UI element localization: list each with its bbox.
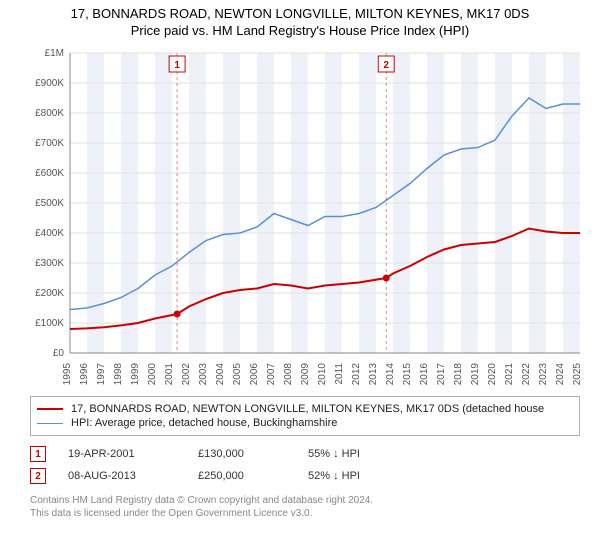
svg-text:2024: 2024 [555,363,566,386]
sale-price: £130,000 [198,448,308,460]
svg-text:2007: 2007 [266,363,277,386]
svg-text:1998: 1998 [113,363,124,386]
chart-area: £0 £100K £200K £300K £400K £500K £600K £700K £80… [30,48,590,388]
svg-text:2018: 2018 [453,363,464,386]
svg-text:£400K: £400K [35,228,64,239]
svg-text:1997: 1997 [96,363,107,386]
svg-text:£1M: £1M [45,48,64,59]
sale-marker-1: 1 [30,446,46,462]
svg-text:£300K: £300K [35,258,64,269]
sale-date: 19-APR-2001 [68,448,198,460]
legend-label-hpi: HPI: Average price, detached house, Buck… [71,417,337,429]
sale-pct-vs-hpi: 55% ↓ HPI [308,448,438,460]
legend-row: 17, BONNARDS ROAD, NEWTON LONGVILLE, MIL… [37,403,573,415]
svg-text:2020: 2020 [487,363,498,386]
svg-text:£700K: £700K [35,138,64,149]
svg-text:£200K: £200K [35,288,64,299]
svg-text:2017: 2017 [436,363,447,386]
svg-text:2002: 2002 [181,363,192,386]
legend-label-price-paid: 17, BONNARDS ROAD, NEWTON LONGVILLE, MIL… [71,403,544,415]
legend-swatch-hpi [37,423,63,424]
svg-text:1999: 1999 [130,363,141,386]
chart-title-address: 17, BONNARDS ROAD, NEWTON LONGVILLE, MIL… [10,6,590,21]
svg-text:2011: 2011 [334,363,345,385]
svg-text:1996: 1996 [79,363,90,386]
chart-title-subtitle: Price paid vs. HM Land Registry's House … [10,23,590,38]
sale-price: £250,000 [198,470,308,482]
chart-title-block: 17, BONNARDS ROAD, NEWTON LONGVILLE, MIL… [0,0,600,40]
svg-text:£800K: £800K [35,108,64,119]
sale-marker-2: 2 [30,468,46,484]
price-chart-svg: £0 £100K £200K £300K £400K £500K £600K £700K £80… [30,48,590,388]
svg-text:2022: 2022 [521,363,532,386]
svg-text:£900K: £900K [35,78,64,89]
svg-text:£100K: £100K [35,318,64,329]
footnote-line1: Contains HM Land Registry data © Crown c… [30,494,580,507]
svg-text:2023: 2023 [538,363,549,386]
footnote: Contains HM Land Registry data © Crown c… [30,494,580,520]
svg-text:2013: 2013 [368,363,379,386]
svg-text:2008: 2008 [283,363,294,386]
svg-text:2006: 2006 [249,363,260,386]
svg-text:1995: 1995 [62,363,73,386]
svg-text:2010: 2010 [317,363,328,386]
footnote-line2: This data is licensed under the Open Gov… [30,507,580,520]
legend-row: HPI: Average price, detached house, Buck… [37,417,573,429]
svg-text:2000: 2000 [147,363,158,386]
sale-pct-vs-hpi: 52% ↓ HPI [308,470,438,482]
sales-table: 1 19-APR-2001 £130,000 55% ↓ HPI 2 08-AU… [30,446,580,484]
legend-swatch-price-paid [37,408,63,410]
legend-box: 17, BONNARDS ROAD, NEWTON LONGVILLE, MIL… [30,396,580,436]
svg-text:2004: 2004 [215,363,226,386]
svg-text:2014: 2014 [385,363,396,386]
svg-text:2025: 2025 [572,363,583,386]
sale-row: 2 08-AUG-2013 £250,000 52% ↓ HPI [30,468,580,484]
sale-row: 1 19-APR-2001 £130,000 55% ↓ HPI [30,446,580,462]
svg-text:2001: 2001 [164,363,175,386]
svg-text:2005: 2005 [232,363,243,386]
svg-text:£600K: £600K [35,168,64,179]
svg-text:2012: 2012 [351,363,362,386]
svg-text:1: 1 [174,60,180,71]
svg-text:2015: 2015 [402,363,413,386]
svg-text:£500K: £500K [35,198,64,209]
svg-text:2: 2 [383,60,389,71]
sale-date: 08-AUG-2013 [68,470,198,482]
svg-text:2021: 2021 [504,363,515,386]
svg-text:£0: £0 [53,348,65,359]
svg-text:2009: 2009 [300,363,311,386]
svg-text:2003: 2003 [198,363,209,386]
svg-text:2016: 2016 [419,363,430,386]
svg-text:2019: 2019 [470,363,481,386]
